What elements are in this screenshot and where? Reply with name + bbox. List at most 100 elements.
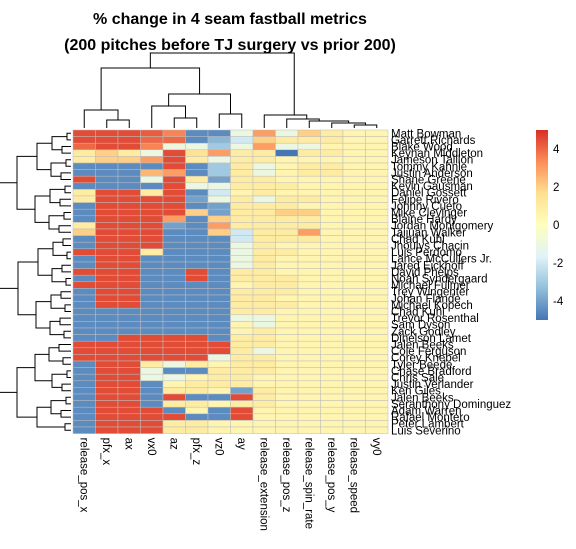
row-label: Luis Severino: [391, 425, 461, 437]
heatmap-cell: [252, 420, 276, 428]
heatmap-cell: [95, 215, 119, 223]
heatmap-cell: [117, 228, 141, 236]
heatmap-cell: [252, 413, 276, 421]
heatmap-cell: [297, 367, 321, 375]
row-label: Blaine Hardy: [391, 214, 457, 226]
column-label: release_pos_x: [77, 438, 89, 513]
heatmap-cell: [320, 360, 344, 368]
heatmap-cell: [162, 248, 186, 256]
heatmap-cell: [342, 156, 366, 164]
heatmap-cell: [162, 274, 186, 283]
heatmap-cell: [72, 248, 96, 256]
heatmap-cell: [162, 235, 186, 243]
heatmap-cell: [162, 327, 186, 335]
heatmap-cell: [342, 406, 366, 415]
heatmap-cell: [162, 400, 186, 408]
heatmap-cell: [320, 202, 344, 210]
row-label: Noah Syndergaard: [391, 274, 488, 286]
heatmap-cell: [95, 321, 119, 329]
row-label: Luis Perdomo: [391, 247, 462, 259]
row-label: Trevor Rosenthal: [391, 313, 479, 325]
heatmap-cell: [342, 149, 366, 157]
heatmap-cell: [162, 175, 186, 184]
heatmap-cell: [252, 274, 276, 283]
row-label: Corey Knebel: [391, 353, 461, 365]
row-label: Chris Sale: [391, 373, 444, 385]
heatmap-cell: [95, 149, 119, 157]
row-label: Garrett Richards: [391, 135, 476, 147]
heatmap-cell: [230, 347, 254, 355]
heatmap-cell: [275, 149, 299, 157]
heatmap-cell: [297, 347, 321, 355]
heatmap-cell: [185, 182, 209, 190]
heatmap-cell: [297, 156, 321, 164]
heatmap-cell: [275, 373, 299, 382]
heatmap-cell: [207, 182, 231, 190]
heatmap-cell: [365, 189, 389, 197]
heatmap-cell: [72, 222, 96, 230]
heatmap-cell: [207, 406, 231, 415]
heatmap-cell: [365, 182, 389, 190]
heatmap-cell: [275, 393, 299, 401]
heatmap-cell: [95, 228, 119, 236]
heatmap-cell: [117, 162, 141, 170]
heatmap-cell: [117, 340, 141, 349]
heatmap-cell: [320, 261, 344, 269]
heatmap-cell: [365, 420, 389, 428]
heatmap-cell: [207, 248, 231, 256]
heatmap-cell: [230, 321, 254, 329]
heatmap-cell: [72, 340, 96, 349]
heatmap-cell: [297, 261, 321, 269]
heatmap-cell: [320, 347, 344, 355]
heatmap-cell: [275, 314, 299, 322]
heatmap-cell: [252, 360, 276, 368]
heatmap-cell: [95, 202, 119, 210]
heatmap-cell: [95, 156, 119, 164]
heatmap-cell: [297, 360, 321, 368]
heatmap-cell: [320, 301, 344, 309]
heatmap-cell: [207, 189, 231, 197]
heatmap-cell: [275, 347, 299, 355]
heatmap-cell: [297, 169, 321, 177]
heatmap-cell: [117, 189, 141, 197]
heatmap-cell: [162, 307, 186, 316]
dendrogram-branch: [50, 400, 66, 415]
heatmap-cell: [72, 347, 96, 355]
heatmap-cell: [207, 288, 231, 296]
legend-tick-label: 0: [553, 220, 559, 232]
heatmap-cell: [252, 334, 276, 342]
dendrogram-branch: [51, 268, 66, 283]
heatmap-cell: [365, 261, 389, 269]
heatmap-cell: [117, 420, 141, 428]
heatmap-cell: [72, 182, 96, 190]
heatmap-cell: [117, 321, 141, 329]
heatmap-cell: [72, 202, 96, 210]
heatmap-cell: [162, 202, 186, 210]
heatmap-cell: [95, 354, 119, 362]
heatmap-cell: [72, 380, 96, 388]
heatmap-cell: [230, 373, 254, 382]
heatmap-cell: [275, 288, 299, 296]
heatmap-cell: [342, 393, 366, 401]
heatmap-cell: [117, 129, 141, 137]
dendrogram-branch: [34, 195, 50, 223]
heatmap-cell: [320, 393, 344, 401]
heatmap-cell: [117, 222, 141, 230]
heatmap-cell: [207, 327, 231, 335]
heatmap-cell: [140, 136, 164, 144]
heatmap-cell: [230, 406, 254, 415]
heatmap-cell: [140, 215, 164, 223]
heatmap-cell: [230, 294, 254, 302]
row-label: Shane Greene: [391, 175, 466, 187]
column-label: ay: [235, 438, 247, 450]
heatmap-cell: [95, 367, 119, 375]
color-legend: -4 -2 0 2 4: [536, 130, 564, 320]
row-label: Keynan Middleton: [391, 148, 483, 160]
dendrogram-branch: [308, 120, 350, 128]
heatmap-cell: [185, 294, 209, 302]
dendrogram-branch: [61, 383, 71, 392]
heatmap-cell: [117, 248, 141, 256]
dendrogram-branch: [58, 225, 71, 233]
heatmap-cell: [95, 288, 119, 296]
heatmap-cell: [365, 340, 389, 349]
